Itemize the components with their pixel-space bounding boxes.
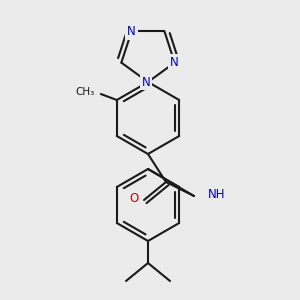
Text: N: N [127, 25, 136, 38]
Text: NH: NH [208, 188, 226, 200]
Text: CH₃: CH₃ [76, 87, 95, 97]
Text: N: N [142, 76, 150, 88]
Text: O: O [129, 191, 139, 205]
Text: N: N [170, 56, 179, 69]
